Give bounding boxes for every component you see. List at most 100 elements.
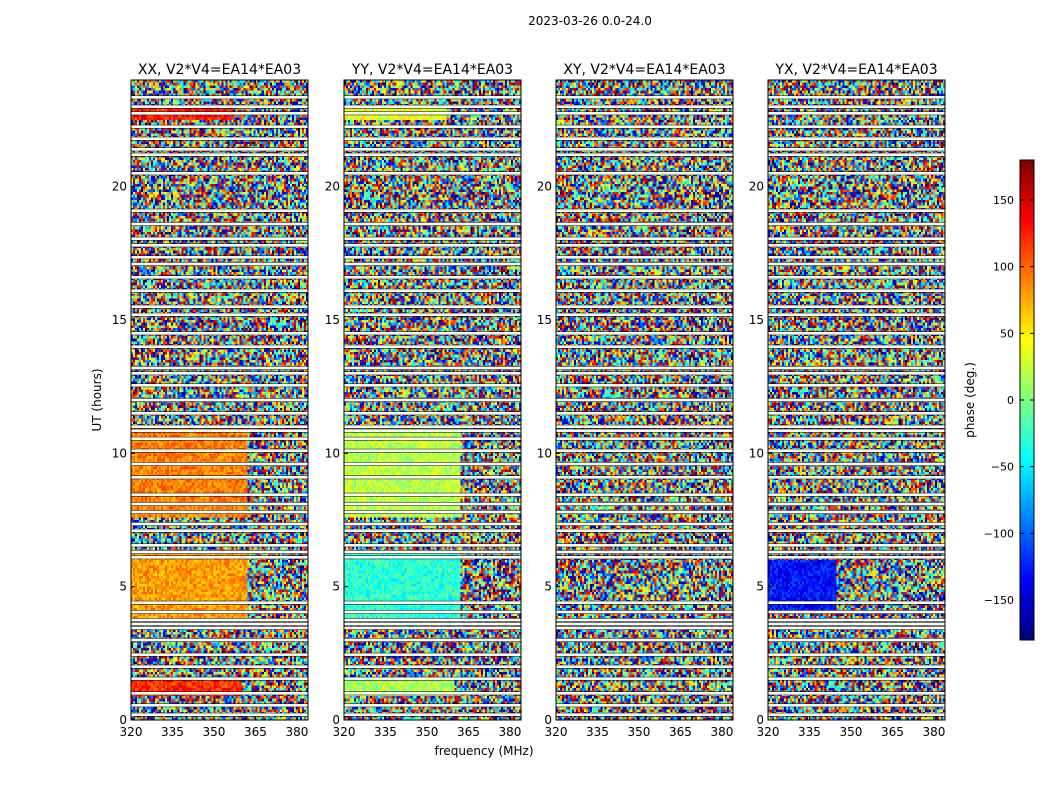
x-tick-label: 350 [416,725,439,739]
flagged-row [555,208,734,213]
panel-frame [555,79,734,721]
flagged-row [130,543,309,548]
flagged-row [130,136,309,141]
flagged-row [130,171,309,176]
y-tick-label: 10 [325,446,340,460]
y-tick-label: 20 [325,180,340,194]
flagged-row [555,152,734,157]
flagged-row [343,366,522,370]
flagged-row [343,371,522,376]
flagged-row [130,492,309,497]
flagged-row [767,236,946,241]
flagged-row [343,492,522,497]
flagged-row [767,652,946,657]
colorbar-tick-label: −50 [991,461,1014,474]
flagged-row [555,618,734,622]
x-tick-label: 365 [244,725,267,739]
flagged-row [555,555,734,560]
flagged-row [343,600,522,605]
y-tick-label: 10 [749,446,764,460]
flagged-row [130,712,309,717]
flagged-row [130,622,309,626]
x-axis-label: frequency (MHz) [434,744,533,758]
flagged-row [767,411,946,416]
flagged-row [343,424,522,429]
x-tick-label: 380 [285,725,308,739]
flagged-row [343,152,522,157]
flagged-row [767,618,946,622]
x-tick-label: 335 [586,725,609,739]
flagged-row [555,383,734,388]
colorbar: 150 100 50 0 −50 −100 −150 phase (deg.) [963,159,1035,641]
flagged-row [343,703,522,708]
flagged-row [767,136,946,141]
flagged-row [343,436,522,441]
colorbar-tick-label: 100 [993,261,1014,274]
flagged-row [555,424,734,429]
flagged-row [767,428,946,433]
y-tick-label: 15 [325,313,340,327]
figure-suptitle: 2023-03-26 0.0-24.0 [528,14,652,28]
flagged-row [343,304,522,309]
flagged-row [343,411,522,416]
flagged-row [343,543,522,548]
flagged-row [130,222,309,226]
flagged-row [130,236,309,241]
flagged-row [555,255,734,260]
flagged-row [130,124,309,129]
y-tick-label: 0 [332,713,340,727]
flagged-row [767,383,946,388]
flagged-row [343,124,522,129]
flagged-row [767,543,946,548]
flagged-row [555,475,734,480]
flagged-row [767,312,946,317]
flagged-row [555,398,734,402]
flagged-row [767,95,946,100]
x-tick-label: 335 [161,725,184,739]
y-tick-label: 15 [749,313,764,327]
flagged-row [767,626,946,630]
panel-title: YY, V2*V4=EA14*EA03 [351,62,513,78]
colorbar-tick-label: 0 [1007,394,1014,407]
panel-1: XX, V2*V4=EA14*EA03 320 335 350 365 380 0 5 10 15… [112,62,309,739]
flagged-row [130,366,309,370]
flagged-row [130,475,309,480]
flagged-row [343,275,522,280]
y-tick-label: 10 [112,446,127,460]
flagged-row [767,550,946,554]
flagged-row [343,111,522,116]
flagged-row [343,398,522,402]
flagged-row [767,462,946,466]
flagged-row [130,411,309,416]
flagged-row [343,502,522,506]
x-tick-label: 380 [498,725,521,739]
colorbar-tick-label: 50 [1000,327,1014,340]
flagged-row [555,638,734,642]
flagged-row [555,262,734,266]
flagged-row [555,436,734,441]
flagged-row [343,312,522,317]
flagged-row [767,424,946,429]
flagged-row [555,712,734,717]
colorbar-ticks: 150 100 50 0 −50 −100 −150 [984,194,1034,607]
flagged-row [130,398,309,402]
flagged-row [555,411,734,416]
x-tick-label: 350 [628,725,651,739]
x-tick-label: 335 [374,725,397,739]
flagged-row [343,147,522,152]
flagged-row [343,104,522,109]
flagged-row [130,344,309,349]
y-tick-label: 5 [544,580,552,594]
x-tick-label: 380 [710,725,733,739]
flagged-row [767,152,946,157]
flagged-row [767,712,946,717]
flagged-row [130,95,309,100]
flagged-row [767,243,946,248]
flagged-row [555,510,734,514]
flagged-row [130,312,309,317]
flagged-row [767,222,946,226]
y-tick-label: 20 [112,180,127,194]
flagged-row [555,171,734,176]
flagged-row [555,502,734,506]
